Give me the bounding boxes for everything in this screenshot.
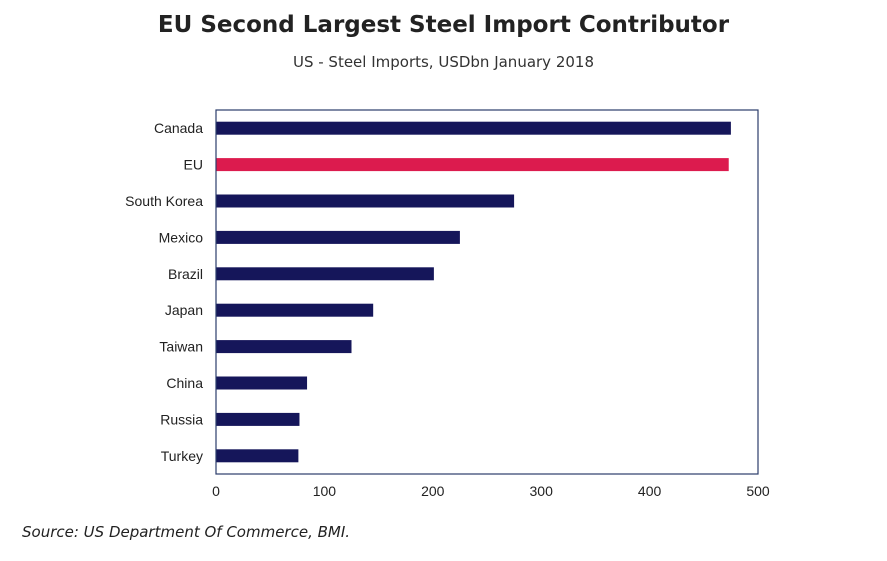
chart-title: EU Second Largest Steel Import Contribut… — [157, 12, 730, 38]
x-tick-label: 100 — [313, 483, 337, 499]
x-tick-label: 400 — [638, 483, 662, 499]
bar-china — [216, 376, 308, 390]
bar-south-korea — [216, 194, 515, 208]
x-tick-label: 200 — [421, 483, 445, 499]
x-tick-label: 300 — [530, 483, 554, 499]
bar-turkey — [216, 449, 299, 463]
chart-subtitle: US - Steel Imports, USDbn January 2018 — [292, 53, 595, 71]
bar-taiwan — [216, 340, 352, 354]
x-tick-label: 0 — [212, 483, 220, 499]
bar-brazil — [216, 267, 434, 281]
bar-russia — [216, 412, 300, 426]
bar-canada — [216, 121, 731, 135]
bar-mexico — [216, 230, 460, 244]
category-label: Taiwan — [159, 339, 203, 355]
category-label: Mexico — [159, 229, 204, 245]
bar-eu — [216, 158, 729, 172]
category-label: Japan — [165, 302, 203, 318]
category-label: Canada — [154, 120, 203, 136]
category-label: South Korea — [125, 193, 203, 209]
category-label: China — [166, 375, 203, 391]
category-label: Russia — [160, 411, 203, 427]
bar-japan — [216, 303, 374, 317]
x-tick-label: 500 — [746, 483, 770, 499]
source-note: Source: US Department Of Commerce, BMI. — [22, 523, 351, 541]
plot-frame — [215, 109, 759, 475]
category-label: EU — [184, 157, 203, 173]
category-label: Turkey — [161, 448, 203, 464]
category-label: Brazil — [168, 266, 203, 282]
